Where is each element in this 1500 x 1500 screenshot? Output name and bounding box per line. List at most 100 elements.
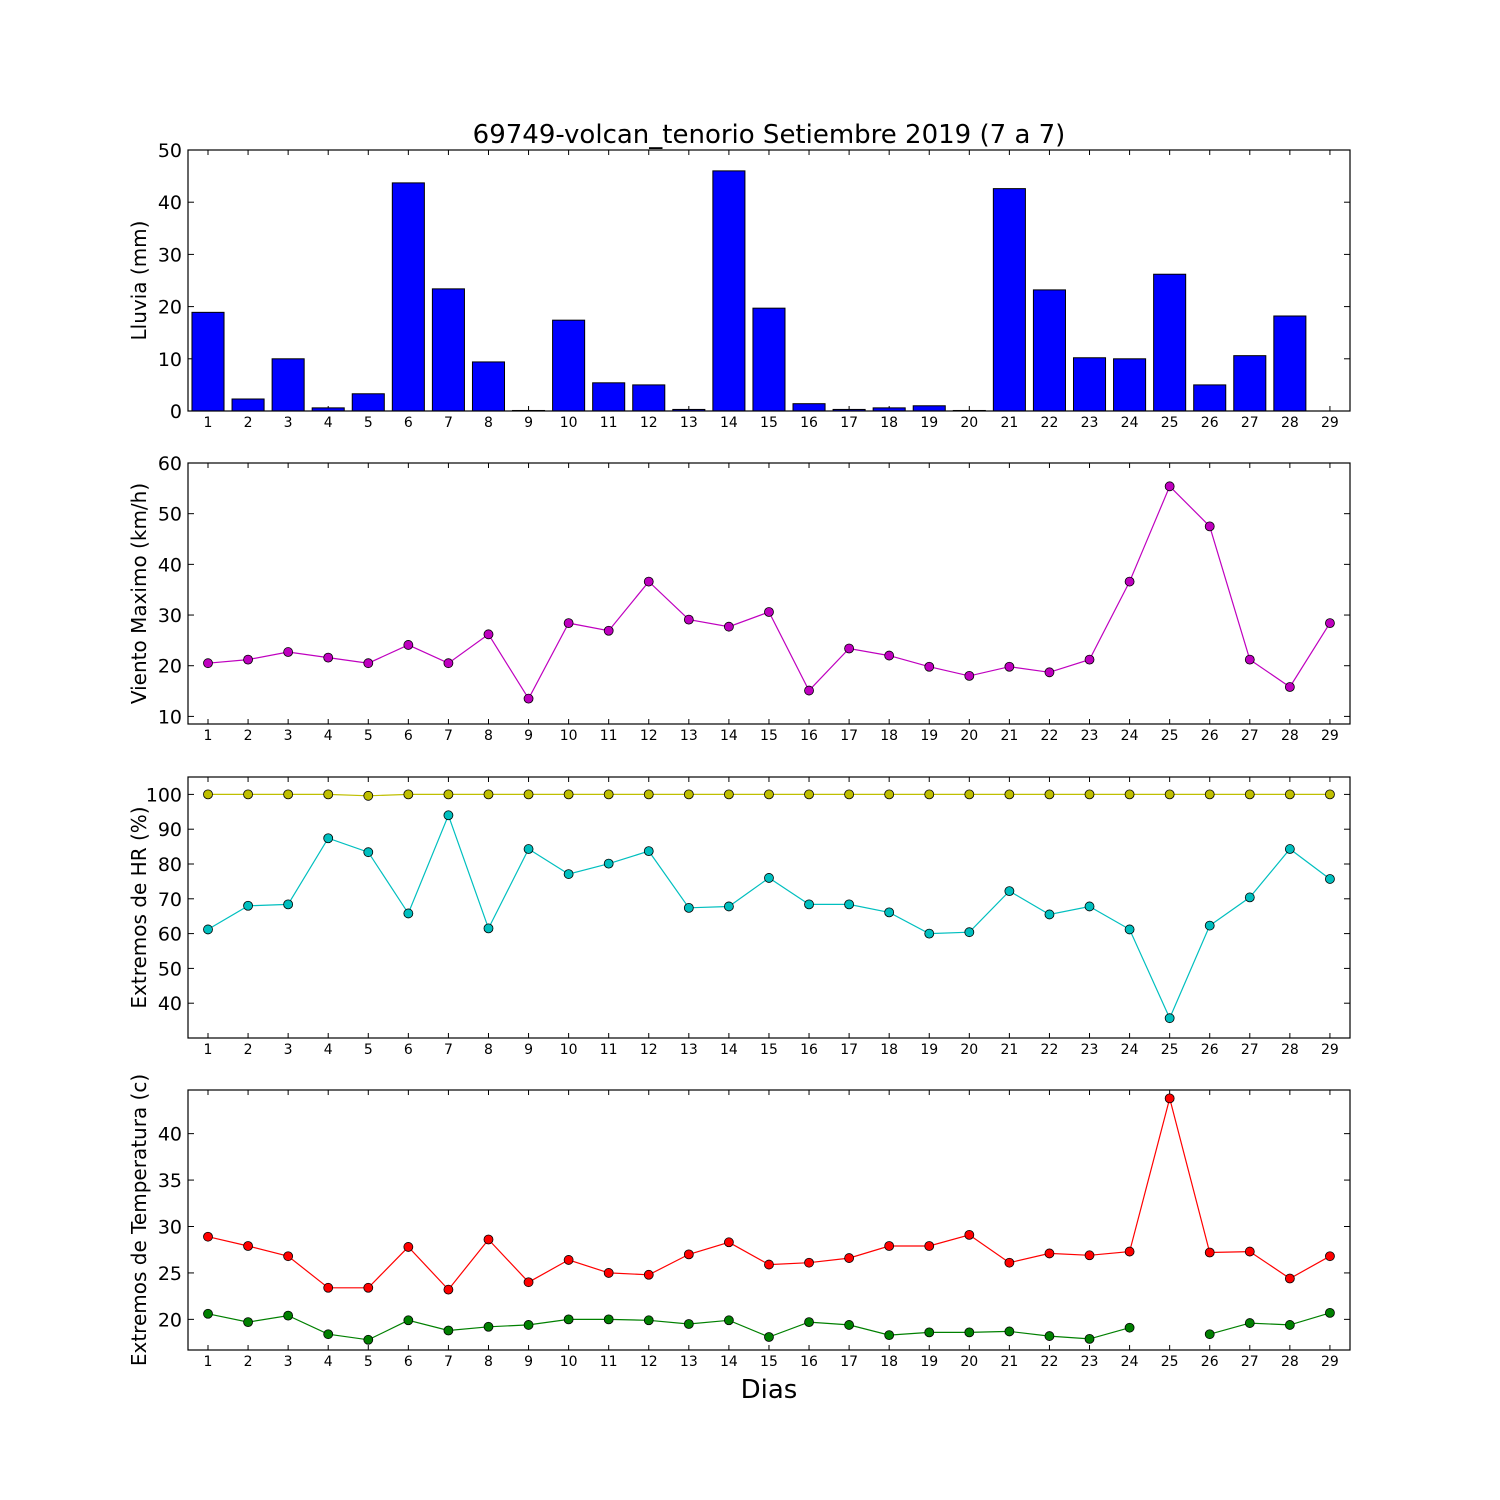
x-tick-label: 11 <box>600 728 618 744</box>
point-day-4 <box>323 833 334 844</box>
point-day-29 <box>1325 874 1335 884</box>
x-tick-label: 15 <box>760 1042 778 1058</box>
y-tick-label: 20 <box>158 656 182 678</box>
x-tick-label: 3 <box>284 415 293 431</box>
x-tick-label: 29 <box>1321 415 1339 431</box>
point-day-13 <box>683 902 694 913</box>
bar-day-24 <box>1113 358 1147 412</box>
x-tick-label: 19 <box>920 1354 938 1370</box>
point-day-25 <box>1164 1013 1175 1024</box>
point-day-16 <box>804 899 814 910</box>
y-tick-label: 70 <box>158 889 182 911</box>
x-tick-label: 7 <box>444 1354 453 1370</box>
point-day-4 <box>323 652 334 663</box>
point-day-12 <box>643 1269 654 1280</box>
x-tick-label: 13 <box>680 1042 698 1058</box>
x-tick-label: 5 <box>364 728 373 744</box>
x-tick-label: 4 <box>324 728 333 744</box>
x-tick-label: 15 <box>760 728 778 744</box>
point-day-18 <box>884 1241 895 1251</box>
x-tick-label: 17 <box>840 1354 858 1370</box>
bar-day-3 <box>271 358 305 412</box>
point-day-22 <box>1044 1248 1055 1259</box>
point-day-24 <box>1124 924 1135 935</box>
point-day-12 <box>643 789 654 800</box>
x-tick-label: 14 <box>720 415 738 431</box>
x-tick-label: 7 <box>444 415 453 431</box>
bar-day-11 <box>592 382 626 412</box>
x-tick-label: 5 <box>364 1042 373 1058</box>
x-tick-label: 19 <box>920 1042 938 1058</box>
point-day-2 <box>243 900 253 911</box>
y-axis-label: Lluvia (mm) <box>127 221 151 341</box>
series-2-line <box>207 1312 1331 1341</box>
x-tick-label: 4 <box>324 1354 333 1370</box>
point-day-20 <box>964 1229 975 1240</box>
point-day-13 <box>683 1319 694 1329</box>
x-tick-label: 27 <box>1241 415 1259 431</box>
point-day-5 <box>363 1282 374 1293</box>
x-tick-label: 1 <box>204 415 213 431</box>
x-tick-label: 24 <box>1121 728 1139 744</box>
x-tick-label: 1 <box>204 1042 213 1058</box>
x-tick-label: 6 <box>404 1354 413 1370</box>
y-axis-label: Extremos de Temperatura (c) <box>127 1074 151 1366</box>
x-tick-label: 23 <box>1081 415 1099 431</box>
point-day-19 <box>924 661 935 672</box>
point-day-16 <box>804 685 814 696</box>
x-tick-label: 5 <box>364 1354 373 1370</box>
point-day-16 <box>804 1317 814 1328</box>
axes-frame <box>187 462 1351 725</box>
x-tick-label: 26 <box>1201 728 1219 744</box>
x-tick-label: 3 <box>284 1354 293 1370</box>
point-day-8 <box>483 1234 494 1245</box>
x-tick-label: 16 <box>800 1042 818 1058</box>
x-tick-label: 23 <box>1081 728 1099 744</box>
point-day-2 <box>243 789 253 800</box>
point-day-11 <box>603 625 614 636</box>
point-day-29 <box>1325 789 1335 800</box>
point-day-17 <box>844 1320 855 1330</box>
point-day-9 <box>523 844 534 854</box>
point-day-8 <box>483 789 494 800</box>
point-day-10 <box>563 618 574 629</box>
point-day-15 <box>764 1259 774 1270</box>
bar-day-1 <box>191 311 225 412</box>
point-day-27 <box>1244 654 1255 665</box>
point-day-29 <box>1325 1307 1335 1318</box>
point-day-25 <box>1164 789 1175 800</box>
x-tick-label: 19 <box>920 728 938 744</box>
point-day-11 <box>603 1268 614 1278</box>
x-tick-label: 29 <box>1321 728 1339 744</box>
point-day-12 <box>643 846 654 857</box>
point-day-24 <box>1124 576 1135 587</box>
point-day-9 <box>523 789 534 800</box>
point-day-28 <box>1284 789 1295 800</box>
bar-day-7 <box>431 288 465 412</box>
point-day-12 <box>643 576 654 587</box>
point-day-28 <box>1284 844 1295 854</box>
x-tick-label: 25 <box>1161 728 1179 744</box>
x-tick-label: 10 <box>560 1042 578 1058</box>
x-tick-label: 17 <box>840 1042 858 1058</box>
point-day-6 <box>403 1242 414 1252</box>
point-day-12 <box>643 1315 654 1326</box>
x-tick-label: 22 <box>1041 728 1059 744</box>
x-tick-label: 5 <box>364 415 373 431</box>
point-day-20 <box>964 1327 975 1338</box>
point-day-13 <box>683 1249 694 1260</box>
bar-day-26 <box>1193 384 1227 412</box>
y-tick-label: 100 <box>146 784 182 806</box>
x-tick-label: 9 <box>524 728 533 744</box>
point-day-5 <box>363 1334 374 1345</box>
x-tick-label: 14 <box>720 728 738 744</box>
point-day-23 <box>1084 901 1095 912</box>
x-tick-label: 13 <box>680 728 698 744</box>
point-day-5 <box>363 790 374 801</box>
chart-title: 69749-volcan_tenorio Setiembre 2019 (7 a… <box>473 120 1066 150</box>
point-day-1 <box>203 1308 213 1319</box>
y-tick-label: 60 <box>158 924 182 946</box>
y-tick-label: 40 <box>158 1124 182 1146</box>
